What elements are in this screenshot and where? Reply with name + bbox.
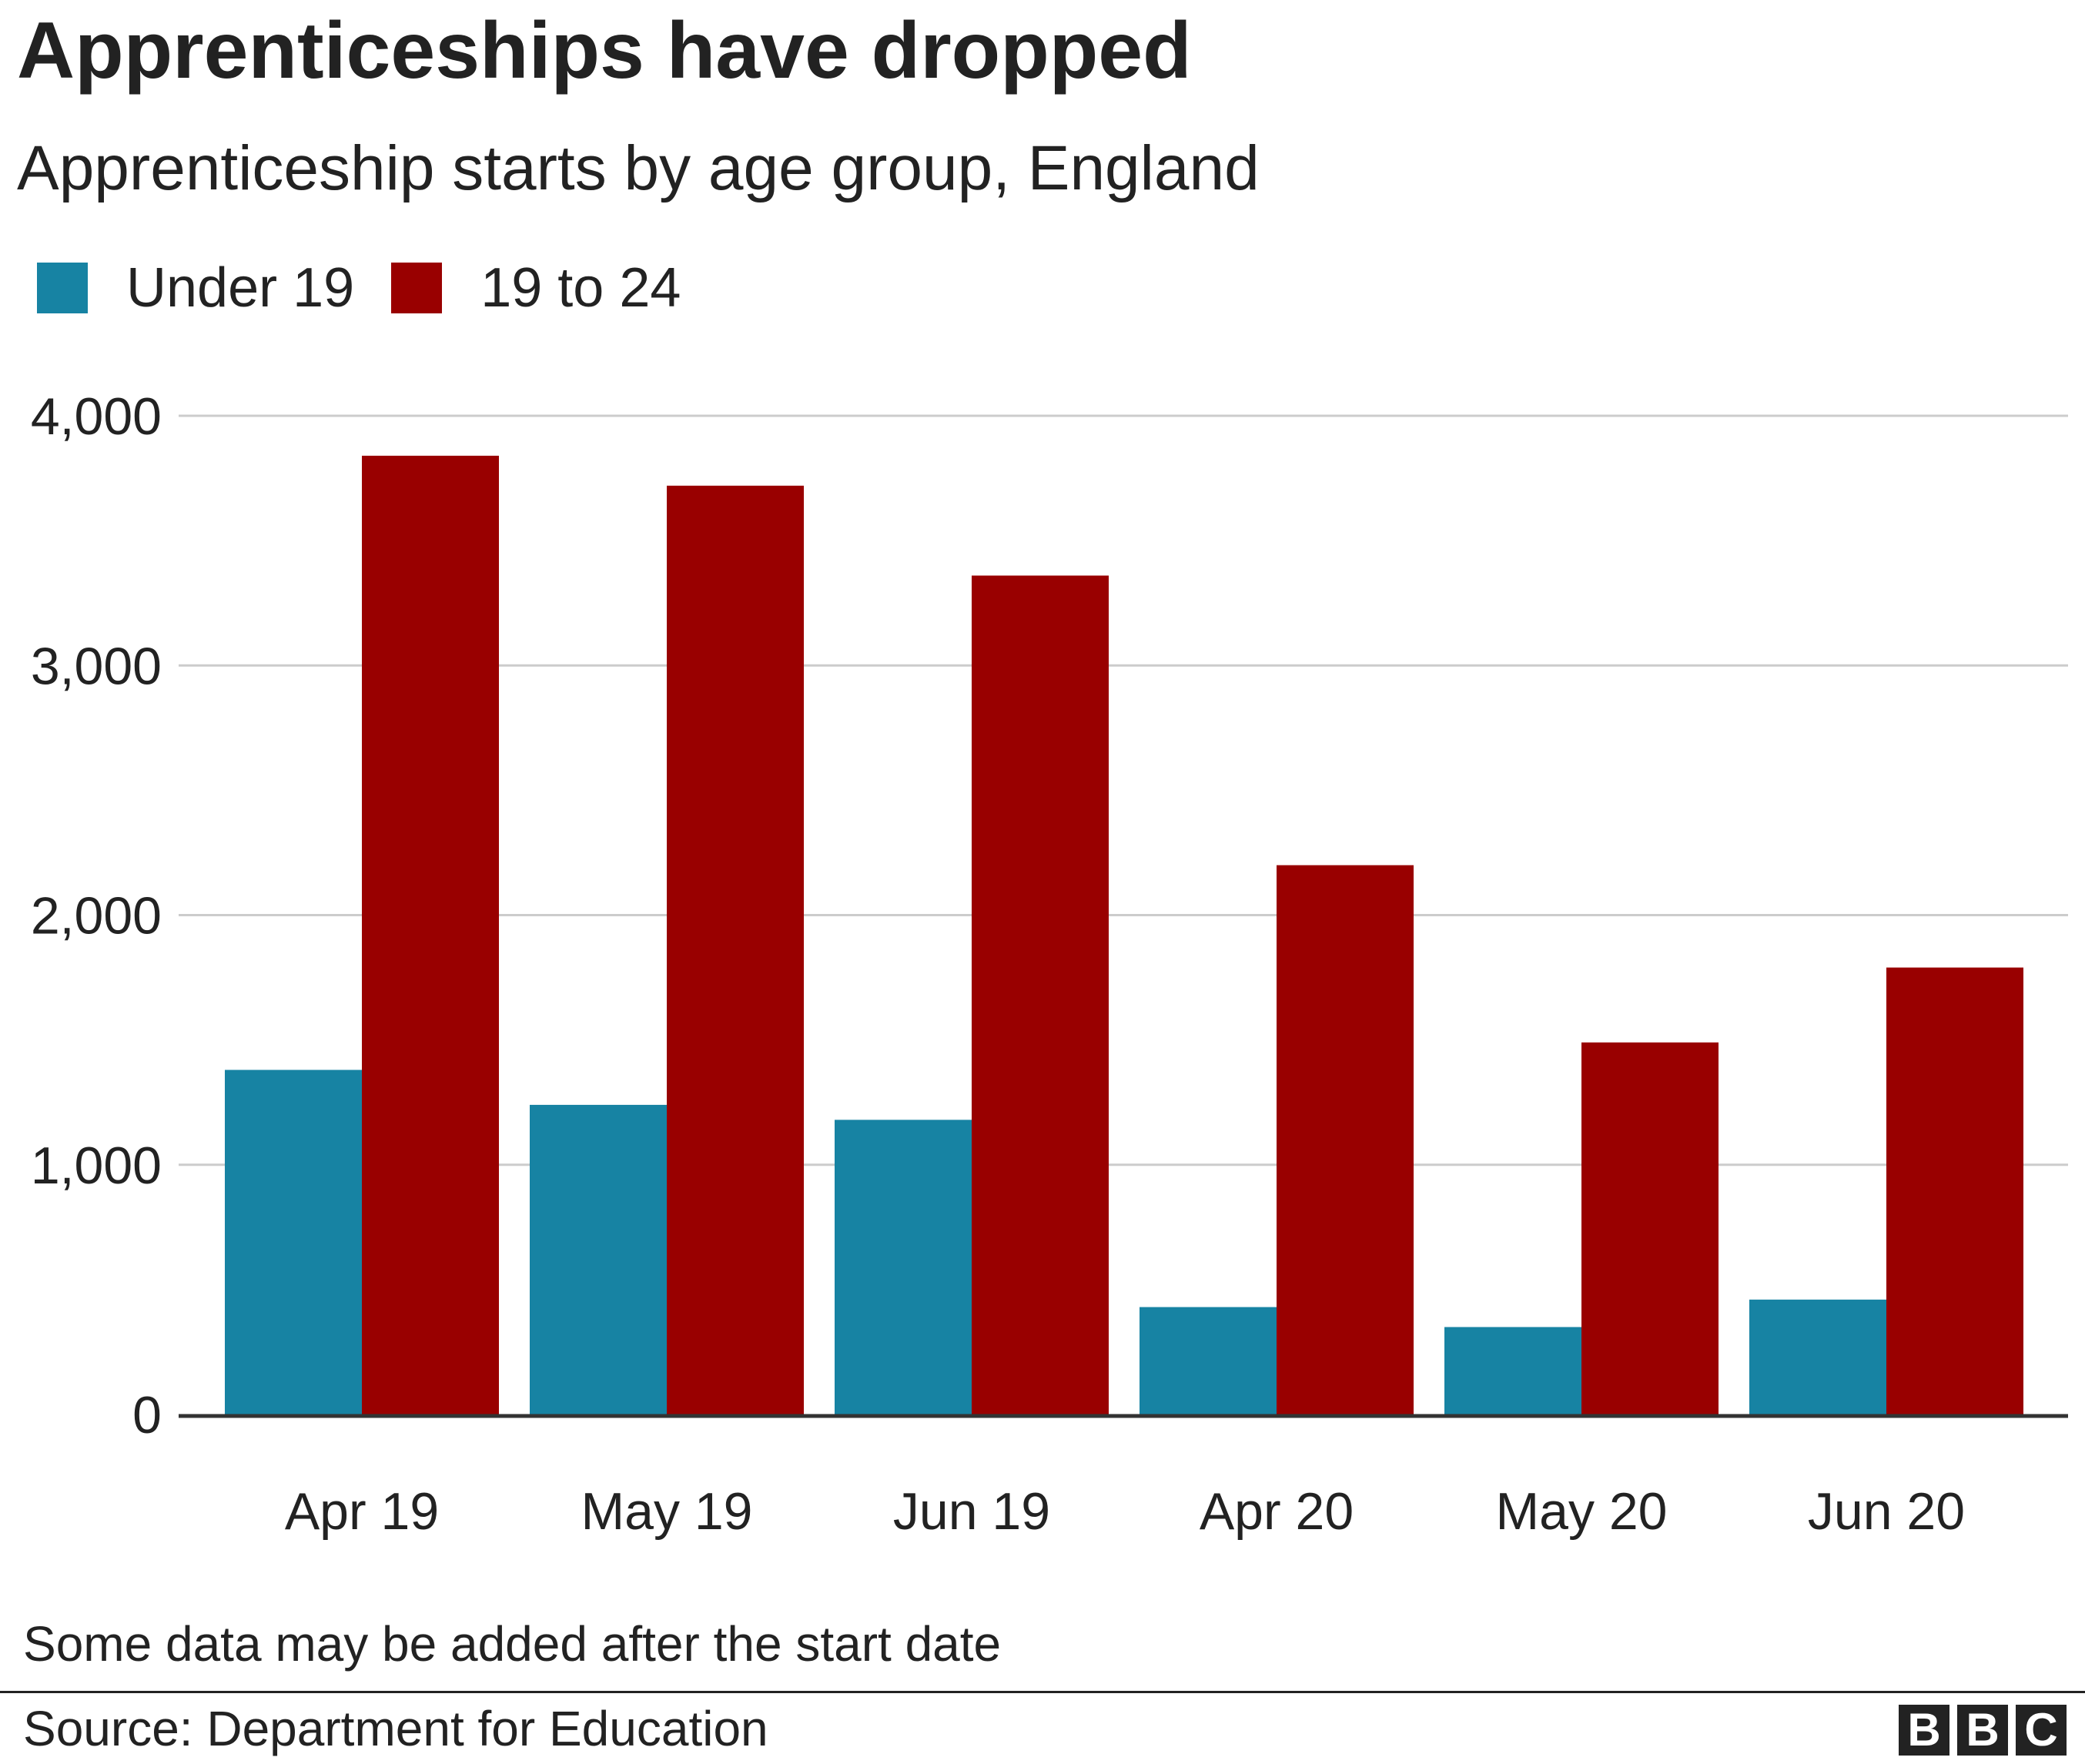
- bars: [225, 455, 2023, 1414]
- y-tick-label: 3,000: [31, 637, 162, 695]
- bbc-logo: B B C: [1891, 1705, 2067, 1756]
- legend-swatch-19-to-24: [391, 263, 443, 313]
- legend-swatch-under-19: [37, 263, 88, 313]
- footnote: Some data may be added after the start d…: [23, 1616, 1002, 1672]
- chart-legend: Under 19 19 to 24: [37, 251, 718, 325]
- x-tick-label: Apr 19: [285, 1482, 439, 1541]
- bar-19-to-24-jun-20: [1886, 967, 2023, 1414]
- bar-under-19-jun-19: [835, 1120, 972, 1414]
- bar-19-to-24-apr-19: [362, 455, 499, 1414]
- y-tick-label: 0: [132, 1386, 162, 1444]
- x-tick-label: May 19: [581, 1482, 753, 1541]
- bar-under-19-apr-20: [1140, 1307, 1277, 1414]
- legend-item-under-19: Under 19: [37, 256, 354, 320]
- bar-under-19-may-19: [530, 1104, 667, 1414]
- bar-under-19-may-20: [1444, 1327, 1581, 1414]
- bar-under-19-apr-19: [225, 1069, 362, 1414]
- footer-divider: [0, 1691, 2085, 1693]
- y-tick-label: 1,000: [31, 1136, 162, 1195]
- x-tick-label: May 20: [1496, 1482, 1668, 1541]
- bbc-logo-letter: C: [2016, 1705, 2067, 1756]
- bbc-logo-letter: B: [1899, 1705, 1949, 1756]
- legend-label-19-to-24: 19 to 24: [480, 257, 681, 319]
- legend-item-19-to-24: 19 to 24: [391, 256, 681, 320]
- x-tick-label: Jun 20: [1808, 1482, 1965, 1541]
- chart-title: Apprenticeships have dropped: [17, 6, 1192, 95]
- axes: 0 1,000 2,000 3,000 4,000 Apr 19 May 19 Jun 19 A…: [31, 387, 2068, 1541]
- bbc-logo-letter: B: [1957, 1705, 2008, 1756]
- bar-chart: 0 1,000 2,000 3,000 4,000 Apr 19 May 19 Jun 19 A…: [31, 387, 2068, 1541]
- bar-19-to-24-apr-20: [1277, 865, 1414, 1414]
- source-text: Source: Department for Education: [23, 1701, 768, 1756]
- legend-label-under-19: Under 19: [126, 257, 355, 319]
- bar-19-to-24-may-20: [1581, 1042, 1719, 1414]
- y-tick-label: 2,000: [31, 887, 162, 946]
- x-tick-label: Jun 19: [893, 1482, 1050, 1541]
- bar-19-to-24-jun-19: [972, 575, 1109, 1414]
- x-tick-label: Apr 20: [1200, 1482, 1354, 1541]
- chart-subtitle: Apprenticeship starts by age group, Engl…: [17, 133, 1260, 203]
- bar-under-19-jun-20: [1749, 1299, 1886, 1414]
- bar-19-to-24-may-19: [667, 485, 804, 1414]
- y-tick-label: 4,000: [31, 387, 162, 446]
